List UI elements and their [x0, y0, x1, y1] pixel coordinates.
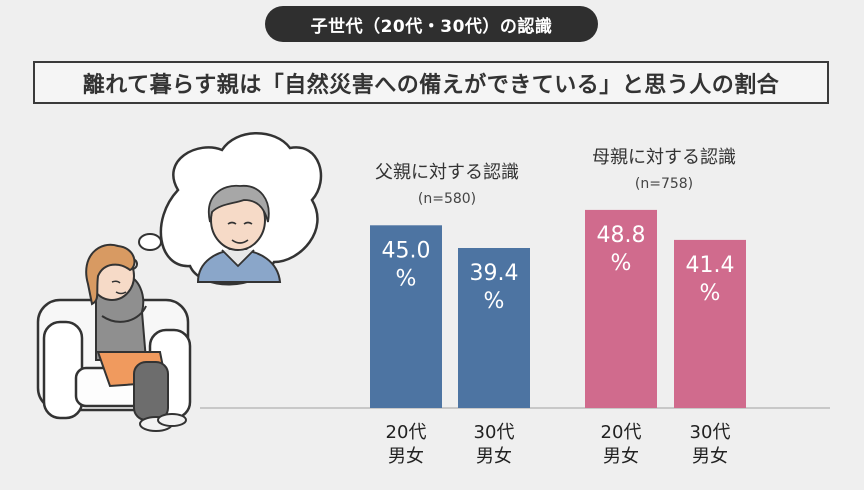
value-label-mother-30s: 41.4 — [686, 253, 735, 278]
unit-label-mother-30s: % — [700, 281, 721, 306]
unit-label-mother-20s: % — [611, 251, 632, 276]
category-label-father-30s-age: 30代 — [474, 422, 515, 443]
category-label-mother-30s-age: 30代 — [690, 422, 731, 443]
unit-label-father-30s: % — [484, 289, 505, 314]
bar-mother-20s — [585, 209, 657, 408]
illustration — [36, 132, 323, 432]
value-label-mother-20s: 48.8 — [597, 223, 646, 248]
category-label-father-20s-age: 20代 — [386, 422, 427, 443]
unit-label-father-20s: % — [396, 266, 417, 291]
group-title-father: 父親に対する認識 — [375, 162, 519, 183]
bar-father-30s — [458, 248, 530, 408]
thought-dot-medium — [138, 233, 162, 251]
value-label-father-30s: 39.4 — [470, 261, 519, 286]
category-label-mother-20s-gender: 男女 — [603, 446, 639, 467]
category-label-father-20s-gender: 男女 — [388, 446, 424, 467]
value-label-father-20s: 45.0 — [382, 238, 431, 263]
chart-title: 離れて暮らす親は「自然災害への備えができている」と思う人の割合 — [33, 61, 829, 104]
header-tab: 子世代（20代・30代）の認識 — [265, 6, 598, 42]
parent-figure — [196, 184, 282, 283]
woman-figure — [85, 243, 187, 432]
category-label-mother-30s-gender: 男女 — [692, 446, 728, 467]
group-title-mother: 母親に対する認識 — [592, 147, 736, 168]
group-n-father: (n=580) — [418, 191, 476, 207]
bar-mother-30s — [674, 239, 746, 408]
category-label-mother-20s-age: 20代 — [601, 422, 642, 443]
bar-father-20s — [370, 225, 442, 408]
category-label-father-30s-gender: 男女 — [476, 446, 512, 467]
group-n-mother: (n=758) — [635, 176, 693, 192]
